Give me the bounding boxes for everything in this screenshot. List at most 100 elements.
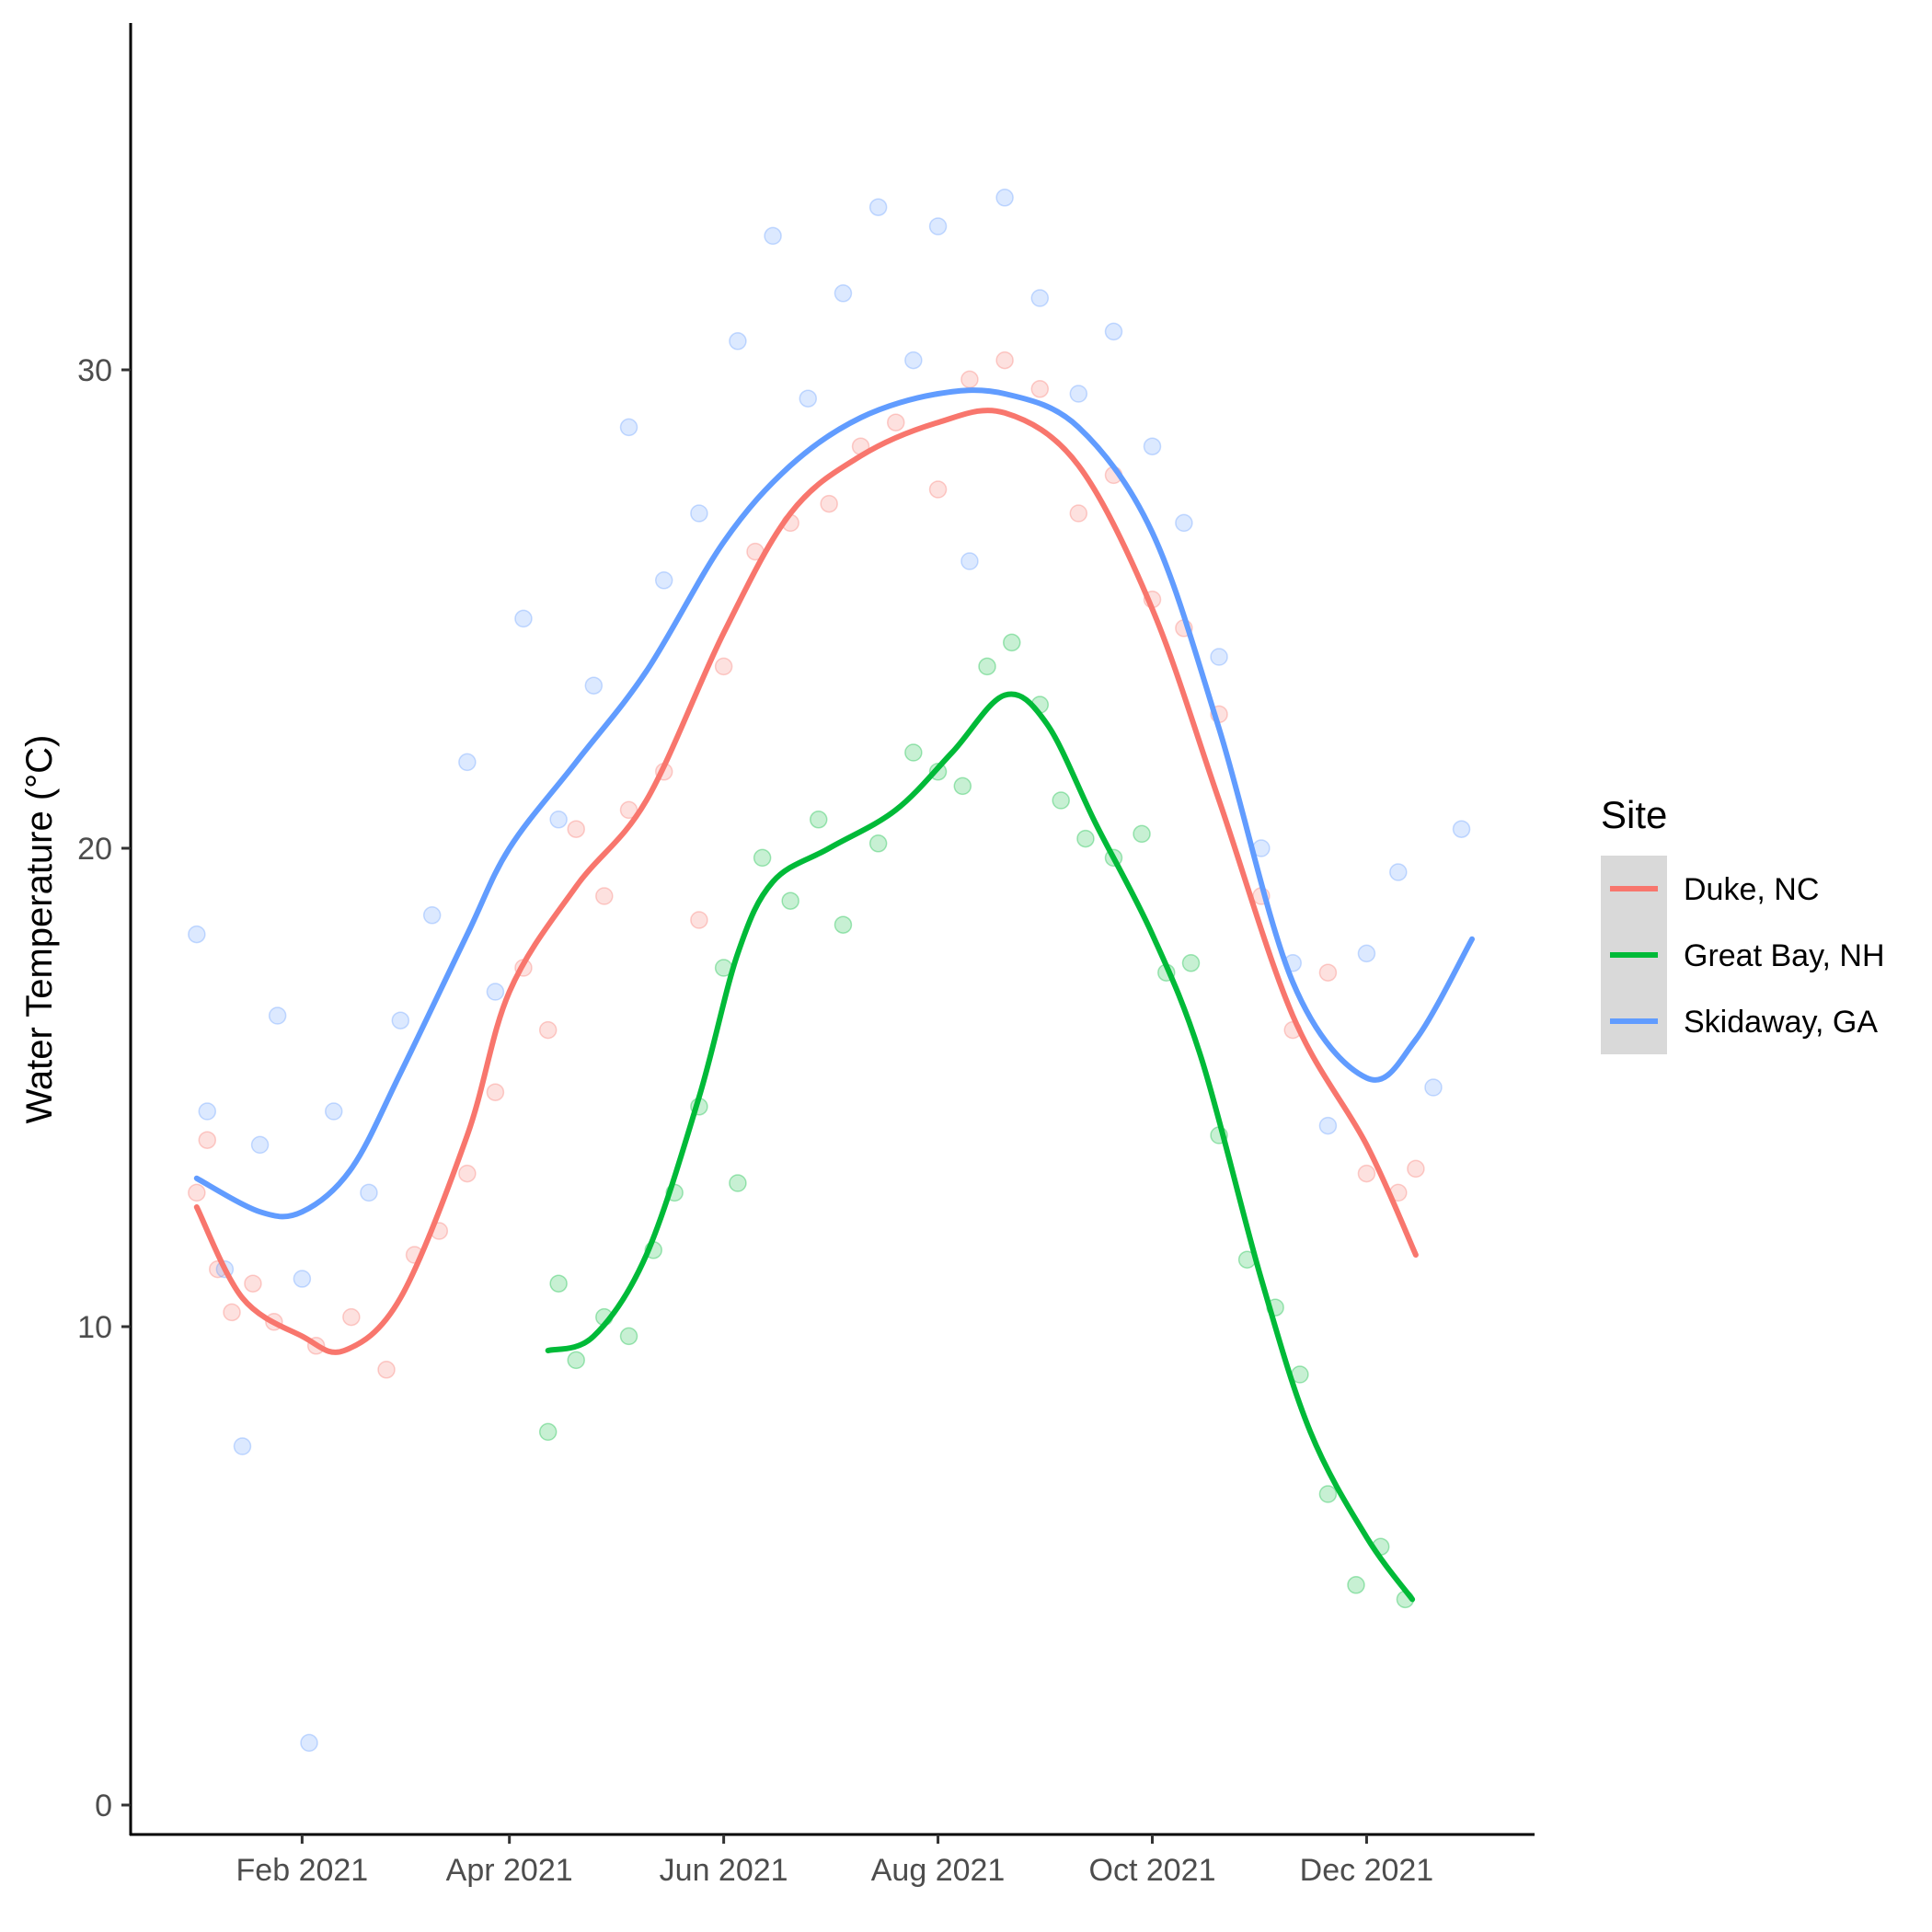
x-tick-label: Jun 2021	[660, 1853, 788, 1888]
data-point	[868, 198, 888, 216]
data-point	[188, 1183, 206, 1202]
legend-label: Duke, NC	[1684, 872, 1819, 907]
data-point	[928, 480, 948, 499]
data-point	[928, 217, 948, 236]
data-point	[268, 1006, 287, 1025]
data-point	[904, 351, 923, 370]
data-point	[198, 1102, 217, 1121]
data-point	[619, 800, 638, 820]
smooth-line	[193, 408, 1419, 1355]
data-point	[223, 1303, 241, 1322]
data-point	[324, 1102, 343, 1121]
data-point	[799, 389, 818, 408]
data-point	[360, 1183, 378, 1202]
data-point	[904, 743, 923, 762]
data-point	[1424, 1078, 1443, 1097]
data-point	[300, 1733, 318, 1753]
data-point	[1452, 820, 1471, 838]
data-point	[619, 418, 638, 437]
data-point	[1318, 1116, 1338, 1135]
legend-label: Skidaway, GA	[1684, 1005, 1878, 1040]
data-point	[714, 657, 733, 676]
data-point	[1318, 1485, 1338, 1503]
data-point	[995, 189, 1014, 207]
data-point	[1030, 289, 1050, 307]
data-point	[953, 776, 972, 796]
y-tick-label: 10	[77, 1310, 112, 1345]
data-point	[188, 925, 206, 944]
x-tick-label: Apr 2021	[446, 1853, 573, 1888]
data-point	[960, 370, 979, 389]
data-point	[233, 1437, 252, 1455]
legend-items: Duke, NC Great Bay, NH Skidaway, GA	[1610, 872, 1885, 1040]
data-point	[978, 657, 996, 676]
data-point	[549, 811, 568, 829]
scatter-points-layer	[188, 189, 1471, 1753]
data-point	[1318, 963, 1338, 982]
data-point	[1104, 322, 1123, 341]
data-point	[486, 983, 505, 1001]
y-tick-label: 20	[77, 832, 112, 867]
x-axis-ticks: Feb 2021 Apr 2021 Jun 2021 Aug 2021 Oct 2021…	[236, 1834, 1434, 1888]
data-point	[1003, 633, 1021, 652]
data-point	[342, 1307, 361, 1327]
data-point	[1052, 791, 1070, 810]
smooth-lines-layer	[193, 387, 1475, 1603]
data-point	[764, 226, 782, 246]
data-point	[1069, 385, 1088, 403]
data-point	[250, 1135, 270, 1155]
data-point	[1133, 824, 1151, 844]
data-point	[458, 1164, 477, 1183]
data-point	[619, 1327, 638, 1346]
data-point	[538, 1422, 558, 1442]
data-point	[1076, 829, 1095, 848]
x-tick-label: Dec 2021	[1300, 1853, 1434, 1888]
x-tick-label: Feb 2021	[236, 1853, 369, 1888]
data-point	[1069, 504, 1088, 523]
data-point	[1357, 944, 1376, 963]
data-point	[753, 848, 772, 868]
data-point	[567, 820, 585, 838]
legend-title: Site	[1601, 793, 1667, 836]
data-point	[1357, 1164, 1376, 1183]
data-point	[690, 504, 708, 523]
data-point	[834, 915, 853, 934]
data-point	[781, 891, 799, 910]
data-point	[1030, 380, 1050, 398]
legend-label: Great Bay, NH	[1684, 938, 1885, 973]
y-axis-ticks: 0 10 20 30	[77, 353, 131, 1823]
data-point	[1210, 648, 1228, 666]
data-point	[458, 753, 477, 772]
legend: Site Duke, NC Great Bay, NH Skidaway, GA	[1601, 793, 1885, 1054]
data-point	[1143, 437, 1162, 455]
x-tick-label: Aug 2021	[871, 1853, 1006, 1888]
data-point	[690, 911, 708, 929]
data-point	[514, 609, 533, 628]
data-point	[584, 676, 604, 695]
smooth-line	[193, 387, 1475, 1220]
data-point	[595, 887, 614, 905]
data-point	[391, 1011, 410, 1029]
data-point	[549, 1274, 568, 1293]
data-point	[995, 351, 1014, 370]
y-tick-label: 0	[95, 1788, 112, 1823]
data-point	[1175, 513, 1193, 533]
data-point	[960, 552, 979, 570]
smooth-line	[545, 691, 1416, 1603]
data-point	[729, 332, 747, 351]
data-point	[1181, 954, 1201, 972]
data-point	[820, 494, 838, 513]
data-point	[538, 1020, 558, 1040]
data-point	[293, 1270, 312, 1288]
y-axis-title: Water Temperature (°C)	[19, 735, 60, 1124]
data-point	[1389, 863, 1408, 881]
data-point	[834, 284, 853, 303]
data-point	[1347, 1576, 1365, 1594]
data-point	[729, 1174, 747, 1192]
x-tick-label: Oct 2021	[1089, 1853, 1216, 1888]
y-tick-label: 30	[77, 353, 112, 388]
data-point	[422, 906, 442, 925]
data-point	[868, 834, 888, 853]
data-point	[198, 1131, 217, 1149]
